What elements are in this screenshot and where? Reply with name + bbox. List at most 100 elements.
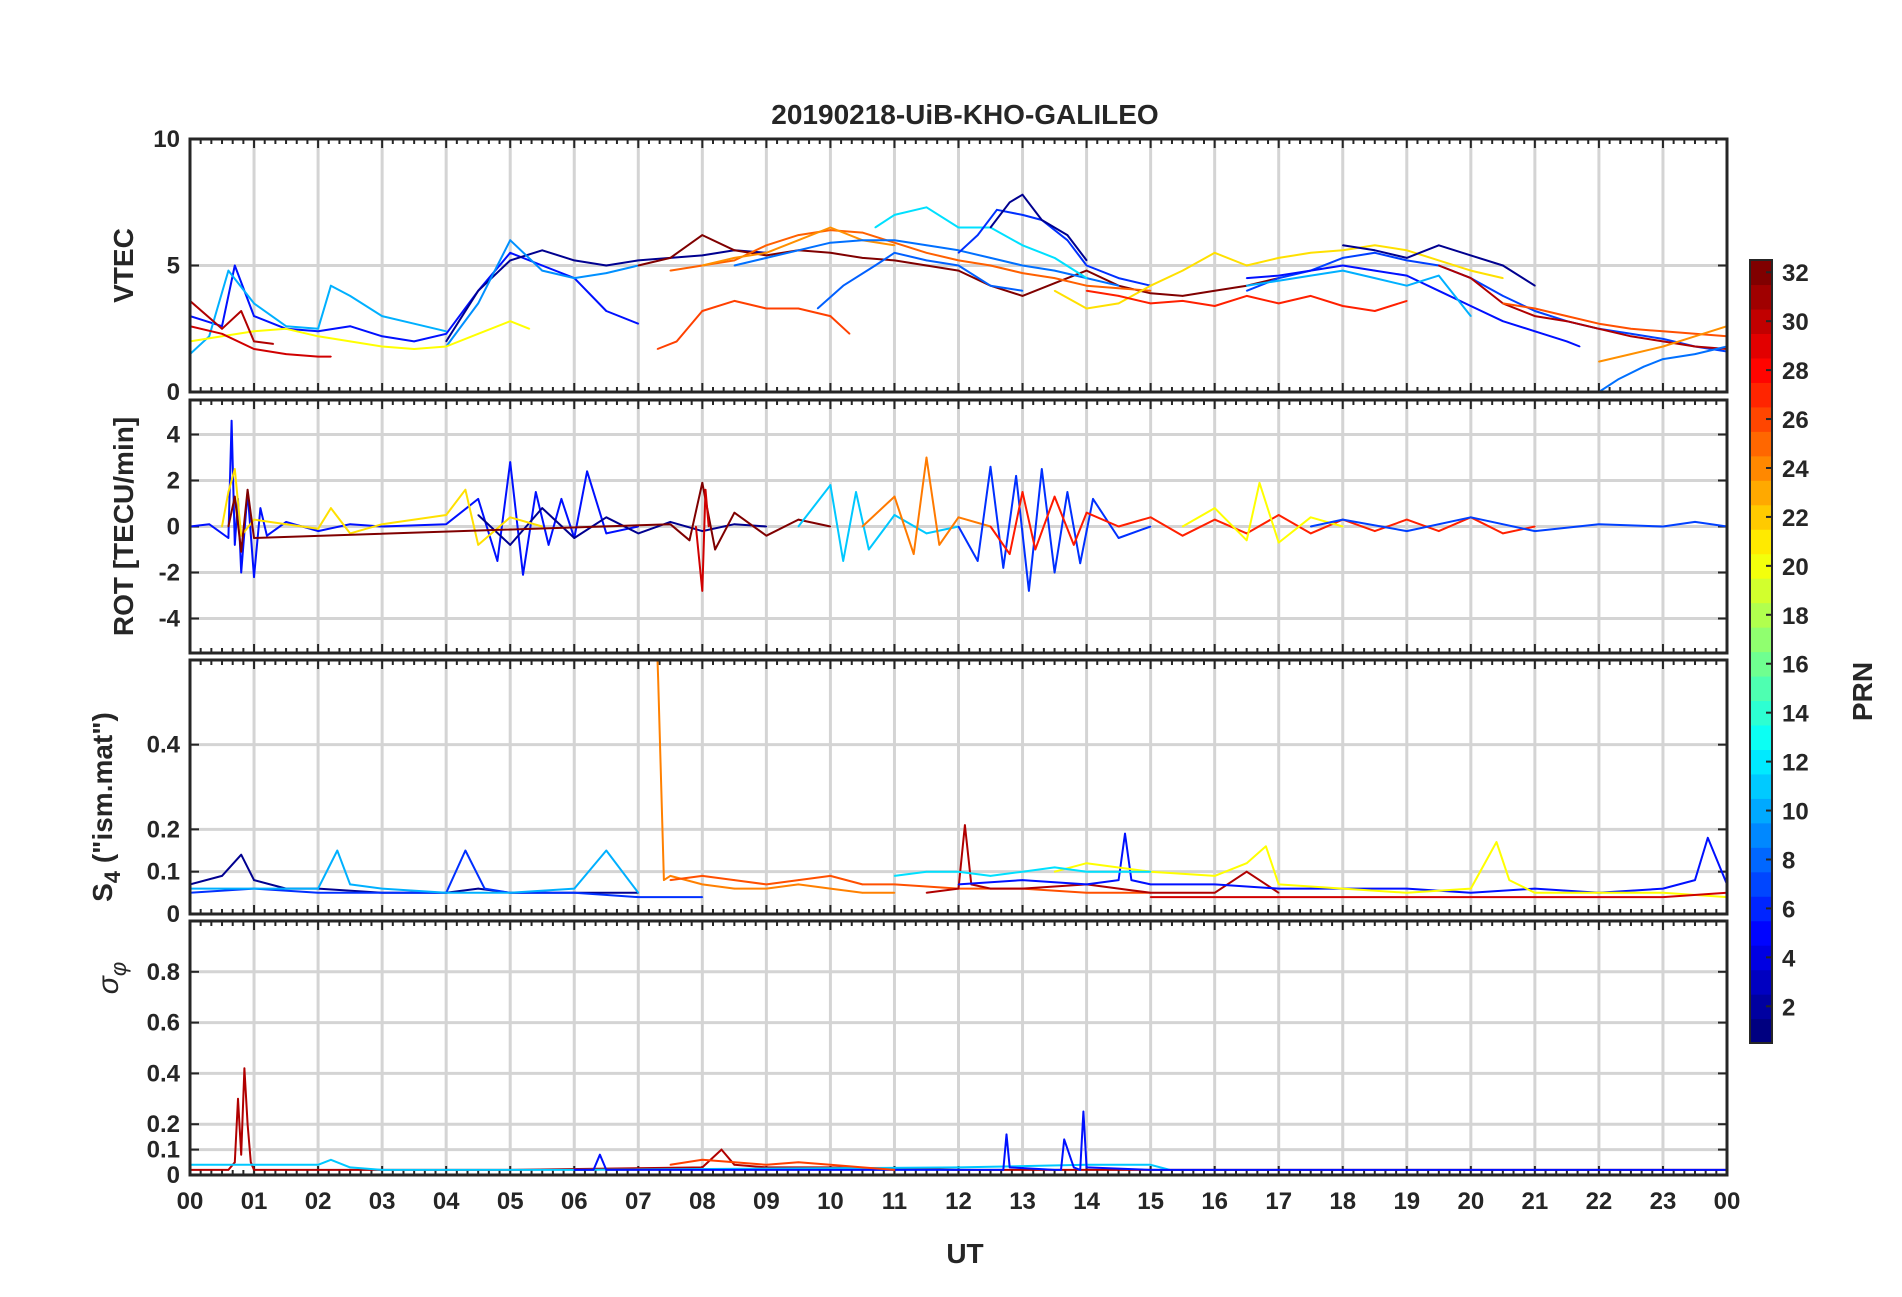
data-point xyxy=(1374,252,1376,254)
data-point xyxy=(243,1067,246,1070)
data-point xyxy=(765,252,768,254)
data-point xyxy=(240,1153,242,1156)
colorbar-segment xyxy=(1750,724,1772,750)
chart-title: 20190218-UiB-KHO-GALILEO xyxy=(771,99,1158,130)
colorbar-segment xyxy=(1750,602,1772,628)
data-point xyxy=(957,226,960,229)
data-point xyxy=(893,892,896,894)
data-point xyxy=(509,461,512,463)
data-point xyxy=(1598,322,1600,325)
x-tick-label: 03 xyxy=(369,1188,396,1215)
colorbar-tick-label: 26 xyxy=(1782,407,1809,434)
data-point xyxy=(1245,284,1248,287)
data-point xyxy=(1213,896,1216,898)
data-point xyxy=(1534,892,1536,894)
data-point xyxy=(925,532,928,535)
series-line-prn-25 xyxy=(670,229,1151,292)
colorbar-segment xyxy=(1750,357,1772,383)
x-tick-label: 04 xyxy=(433,1188,460,1215)
data-point xyxy=(797,883,800,886)
data-point xyxy=(1041,468,1043,470)
x-tick-label: 19 xyxy=(1393,1188,1420,1215)
data-point xyxy=(605,532,608,535)
data-point xyxy=(1277,541,1280,544)
data-point xyxy=(1374,530,1376,532)
data-point xyxy=(464,849,467,852)
data-point xyxy=(317,528,319,530)
data-point xyxy=(1015,475,1017,477)
data-point xyxy=(733,257,736,259)
data-point xyxy=(925,252,928,254)
data-point xyxy=(1662,340,1664,343)
data-point xyxy=(1117,284,1120,287)
data-point xyxy=(1438,290,1440,292)
x-tick-label: 20 xyxy=(1457,1188,1484,1215)
data-point xyxy=(765,1164,768,1166)
data-point xyxy=(829,875,832,877)
data-point xyxy=(605,849,608,852)
data-point xyxy=(1149,883,1152,886)
colorbar-tick-label: 10 xyxy=(1782,799,1809,826)
data-point xyxy=(733,264,736,267)
series-line-prn-31 xyxy=(1438,264,1727,350)
data-point xyxy=(669,257,672,259)
x-tick-label: 05 xyxy=(497,1188,524,1215)
data-point xyxy=(704,488,707,491)
data-point xyxy=(272,343,275,345)
data-point xyxy=(1277,896,1280,898)
data-point xyxy=(874,226,876,229)
y-tick-label: 0.2 xyxy=(147,1111,180,1138)
data-point xyxy=(1021,244,1024,247)
data-point xyxy=(701,482,704,484)
colorbar-segment xyxy=(1750,308,1772,335)
data-point xyxy=(1149,896,1152,898)
data-point xyxy=(701,875,704,877)
data-point xyxy=(509,259,512,262)
data-point xyxy=(445,340,448,343)
data-point xyxy=(829,525,832,528)
data-point xyxy=(861,1166,864,1169)
data-point xyxy=(253,340,255,343)
data-point xyxy=(253,879,255,881)
data-point xyxy=(285,325,287,328)
data-point xyxy=(1309,274,1312,277)
colorbar-tick-label: 6 xyxy=(1782,896,1795,923)
data-point xyxy=(1082,1110,1085,1113)
data-point xyxy=(477,514,480,516)
data-point xyxy=(829,315,832,317)
data-point xyxy=(253,302,255,305)
data-point xyxy=(1694,353,1696,355)
data-point xyxy=(797,234,800,236)
colorbar-segment xyxy=(1750,920,1772,946)
data-point xyxy=(541,249,543,252)
colorbar-tick-label: 24 xyxy=(1782,456,1809,483)
data-point xyxy=(829,887,832,890)
data-point xyxy=(381,523,383,525)
y-axis-label: σφ xyxy=(92,962,131,994)
y-tick-label: 0 xyxy=(167,1162,180,1189)
data-point xyxy=(925,244,928,247)
colorbar-segment xyxy=(1750,406,1772,432)
data-point xyxy=(637,259,640,262)
data-point xyxy=(1149,292,1152,295)
data-point xyxy=(381,892,383,894)
series-group xyxy=(190,193,1727,392)
data-point xyxy=(227,537,230,539)
colorbar-segment xyxy=(1750,627,1772,653)
data-point xyxy=(1060,1169,1062,1171)
x-tick-label: 10 xyxy=(817,1188,844,1215)
data-point xyxy=(349,295,351,297)
data-point xyxy=(656,348,659,350)
data-point xyxy=(957,887,960,890)
y-tick-label: 5 xyxy=(167,253,180,280)
data-point xyxy=(1406,892,1408,894)
colorbar-segment xyxy=(1750,871,1772,897)
data-point xyxy=(1021,264,1024,267)
data-point xyxy=(1085,870,1088,873)
data-point xyxy=(829,229,832,231)
data-point xyxy=(1495,841,1498,843)
data-point xyxy=(483,887,486,890)
data-point xyxy=(573,259,576,262)
data-point xyxy=(976,234,979,236)
